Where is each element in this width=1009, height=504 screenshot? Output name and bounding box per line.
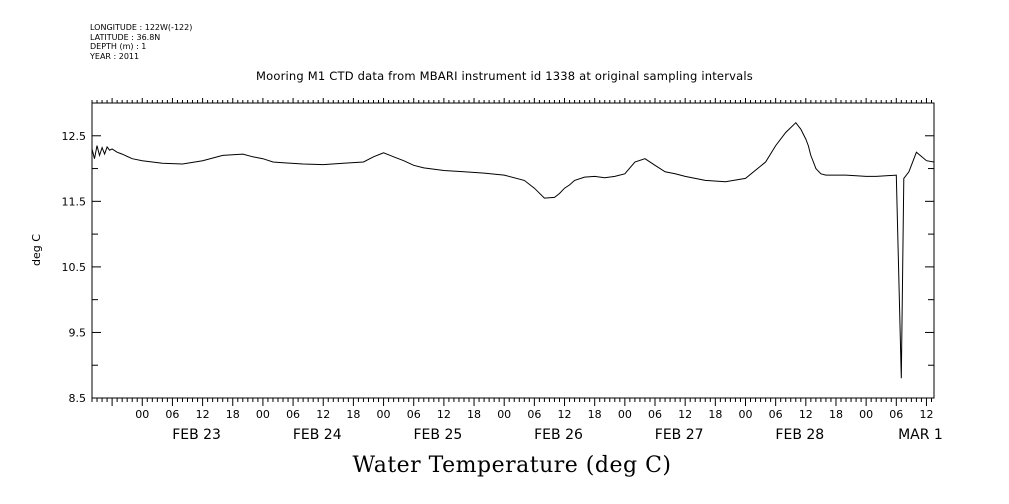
x-hour-label: 12 (678, 408, 692, 421)
x-hour-label: 06 (165, 408, 179, 421)
chart-subtitle: Water Temperature (deg C) (352, 453, 672, 478)
x-day-label: FEB 25 (413, 427, 462, 443)
x-day-label: FEB 28 (775, 427, 824, 443)
x-hour-label: 00 (256, 408, 270, 421)
x-hour-label: 06 (769, 408, 783, 421)
x-day-label: FEB 27 (655, 427, 704, 443)
x-hour-label: 12 (919, 408, 933, 421)
x-hour-label: 12 (799, 408, 813, 421)
metadata-block: LONGITUDE : 122W(-122) LATITUDE : 36.8N … (90, 23, 192, 61)
latitude-label: LATITUDE : 36.8N (90, 32, 161, 42)
plot-frame (91, 102, 935, 399)
y-tick-label: 12.5 (62, 130, 87, 143)
y-tick-label: 11.5 (62, 195, 87, 208)
x-hour-label: 18 (708, 408, 722, 421)
x-hour-label: 12 (437, 408, 451, 421)
x-hour-label: 06 (286, 408, 300, 421)
x-hour-label: 12 (196, 408, 210, 421)
x-day-label: MAR 1 (898, 427, 943, 443)
y-tick-label: 9.5 (69, 326, 87, 339)
temperature-series-line (91, 121, 935, 379)
x-hour-label: 12 (558, 408, 572, 421)
x-hour-label: 06 (648, 408, 662, 421)
x-hour-label: 18 (346, 408, 360, 421)
longitude-label: LONGITUDE : 122W(-122) (90, 23, 193, 32)
x-hour-label: 00 (738, 408, 752, 421)
x-day-label: FEB 26 (534, 427, 583, 443)
x-hour-label: 18 (467, 408, 481, 421)
year-label: YEAR : 2011 (90, 51, 140, 61)
x-hour-label: 06 (407, 408, 421, 421)
x-hour-label: 18 (829, 408, 843, 421)
x-hour-label: 00 (497, 408, 511, 421)
x-day-label: FEB 23 (172, 427, 221, 443)
x-hour-label: 00 (618, 408, 632, 421)
x-hour-label: 18 (588, 408, 602, 421)
x-hour-label: 18 (226, 408, 240, 421)
y-tick-label: 8.5 (69, 392, 87, 405)
x-day-label: FEB 24 (293, 427, 342, 443)
chart-title: Mooring M1 CTD data from MBARI instrumen… (256, 69, 753, 83)
x-axis: 00 06 12 18 00 06 12 18 00 06 12 18 00 06 12 18 00 06 12 18… (91, 98, 943, 443)
y-tick-label: 10.5 (62, 261, 87, 274)
x-hour-label: 00 (135, 408, 149, 421)
y-axis-label: deg C (30, 234, 43, 266)
x-hour-label: 12 (316, 408, 330, 421)
depth-label: DEPTH (m) : 1 (90, 42, 147, 51)
y-axis: 8.5 9.5 10.5 11.5 12.5 (62, 102, 934, 405)
x-hour-label: 00 (859, 408, 873, 421)
x-hour-label: 00 (377, 408, 391, 421)
x-hour-label: 06 (527, 408, 541, 421)
x-hour-label: 06 (889, 408, 903, 421)
